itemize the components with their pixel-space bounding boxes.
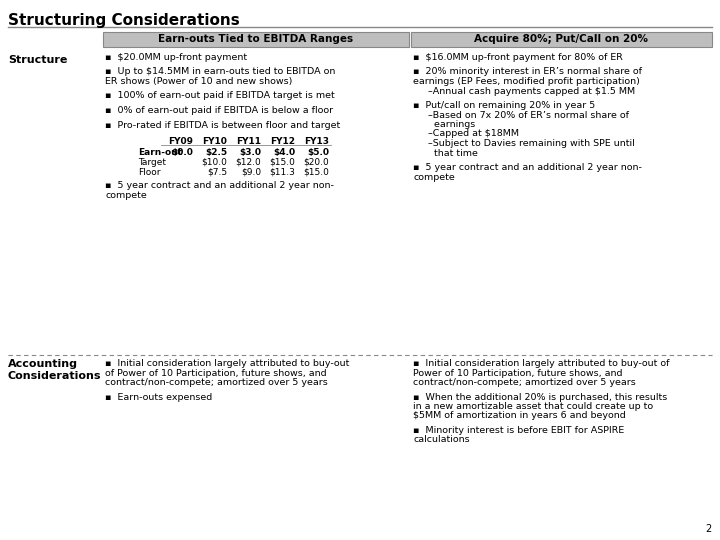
Text: Accounting
Considerations: Accounting Considerations (8, 359, 102, 381)
Text: contract/non-compete; amortized over 5 years: contract/non-compete; amortized over 5 y… (105, 378, 328, 387)
Text: $12.0: $12.0 (235, 158, 261, 167)
Text: $5MM of amortization in years 6 and beyond: $5MM of amortization in years 6 and beyo… (413, 411, 626, 421)
Text: Structure: Structure (8, 55, 68, 65)
Text: FY12: FY12 (270, 137, 295, 146)
Text: Power of 10 Participation, future shows, and: Power of 10 Participation, future shows,… (413, 368, 623, 377)
Text: ▪  Up to $14.5MM in earn-outs tied to EBITDA on: ▪ Up to $14.5MM in earn-outs tied to EBI… (105, 68, 336, 77)
Text: ▪  Initial consideration largely attributed to buy-out of: ▪ Initial consideration largely attribut… (413, 359, 670, 368)
FancyBboxPatch shape (103, 32, 409, 47)
Text: $3.0: $3.0 (239, 148, 261, 157)
Text: Target: Target (138, 158, 166, 167)
Text: $15.0: $15.0 (269, 158, 295, 167)
Text: $15.0: $15.0 (303, 168, 329, 177)
Text: Earn-out: Earn-out (138, 148, 182, 157)
Text: FY09: FY09 (168, 137, 193, 146)
Text: ▪  Earn-outs expensed: ▪ Earn-outs expensed (105, 393, 212, 402)
Text: ▪  Initial consideration largely attributed to buy-out: ▪ Initial consideration largely attribut… (105, 359, 349, 368)
Text: ▪  Minority interest is before EBIT for ASPIRE: ▪ Minority interest is before EBIT for A… (413, 426, 624, 435)
Text: –Based on 7x 20% of ER’s normal share of: –Based on 7x 20% of ER’s normal share of (413, 111, 629, 119)
Text: ▪  When the additional 20% is purchased, this results: ▪ When the additional 20% is purchased, … (413, 393, 667, 402)
Text: ▪  100% of earn-out paid if EBITDA target is met: ▪ 100% of earn-out paid if EBITDA target… (105, 91, 335, 100)
Text: ▪  0% of earn-out paid if EBITDA is below a floor: ▪ 0% of earn-out paid if EBITDA is below… (105, 106, 333, 115)
Text: that time: that time (413, 148, 478, 158)
Text: contract/non-compete; amortized over 5 years: contract/non-compete; amortized over 5 y… (413, 378, 636, 387)
Text: ▪  20% minority interest in ER’s normal share of: ▪ 20% minority interest in ER’s normal s… (413, 68, 642, 77)
Text: $0.0: $0.0 (171, 148, 193, 157)
Text: FY13: FY13 (304, 137, 329, 146)
Text: $4.0: $4.0 (273, 148, 295, 157)
Text: FY11: FY11 (236, 137, 261, 146)
Text: $11.3: $11.3 (269, 168, 295, 177)
Text: –Capped at $18MM: –Capped at $18MM (413, 130, 519, 138)
Text: ▪  $20.0MM up-front payment: ▪ $20.0MM up-front payment (105, 53, 247, 62)
Text: compete: compete (413, 172, 455, 181)
Text: Floor: Floor (138, 168, 161, 177)
Text: ▪  5 year contract and an additional 2 year non-: ▪ 5 year contract and an additional 2 ye… (105, 181, 334, 190)
Text: $10.0: $10.0 (201, 158, 227, 167)
Text: $5.0: $5.0 (307, 148, 329, 157)
Text: $9.0: $9.0 (241, 168, 261, 177)
Text: 2: 2 (706, 524, 712, 534)
FancyBboxPatch shape (411, 32, 712, 47)
Text: in a new amortizable asset that could create up to: in a new amortizable asset that could cr… (413, 402, 653, 411)
Text: $2.5: $2.5 (205, 148, 227, 157)
Text: compete: compete (105, 191, 147, 199)
Text: FY10: FY10 (202, 137, 227, 146)
Text: Earn-outs Tied to EBITDA Ranges: Earn-outs Tied to EBITDA Ranges (158, 35, 354, 44)
Text: calculations: calculations (413, 435, 469, 444)
Text: $7.5: $7.5 (207, 168, 227, 177)
Text: ▪  $16.0MM up-front payment for 80% of ER: ▪ $16.0MM up-front payment for 80% of ER (413, 53, 623, 62)
Text: ER shows (Power of 10 and new shows): ER shows (Power of 10 and new shows) (105, 77, 292, 86)
Text: Structuring Considerations: Structuring Considerations (8, 13, 240, 28)
Text: ▪  Pro-rated if EBITDA is between floor and target: ▪ Pro-rated if EBITDA is between floor a… (105, 120, 341, 130)
Text: –Subject to Davies remaining with SPE until: –Subject to Davies remaining with SPE un… (413, 139, 635, 148)
Text: –Annual cash payments capped at $1.5 MM: –Annual cash payments capped at $1.5 MM (413, 86, 635, 96)
Text: earnings (EP Fees, modified profit participation): earnings (EP Fees, modified profit parti… (413, 77, 640, 86)
Text: $20.0: $20.0 (303, 158, 329, 167)
Text: of Power of 10 Participation, future shows, and: of Power of 10 Participation, future sho… (105, 368, 327, 377)
Text: ▪  5 year contract and an additional 2 year non-: ▪ 5 year contract and an additional 2 ye… (413, 163, 642, 172)
Text: ▪  Put/call on remaining 20% in year 5: ▪ Put/call on remaining 20% in year 5 (413, 101, 595, 110)
Text: earnings: earnings (413, 120, 475, 129)
Text: Acquire 80%; Put/Call on 20%: Acquire 80%; Put/Call on 20% (474, 35, 649, 44)
